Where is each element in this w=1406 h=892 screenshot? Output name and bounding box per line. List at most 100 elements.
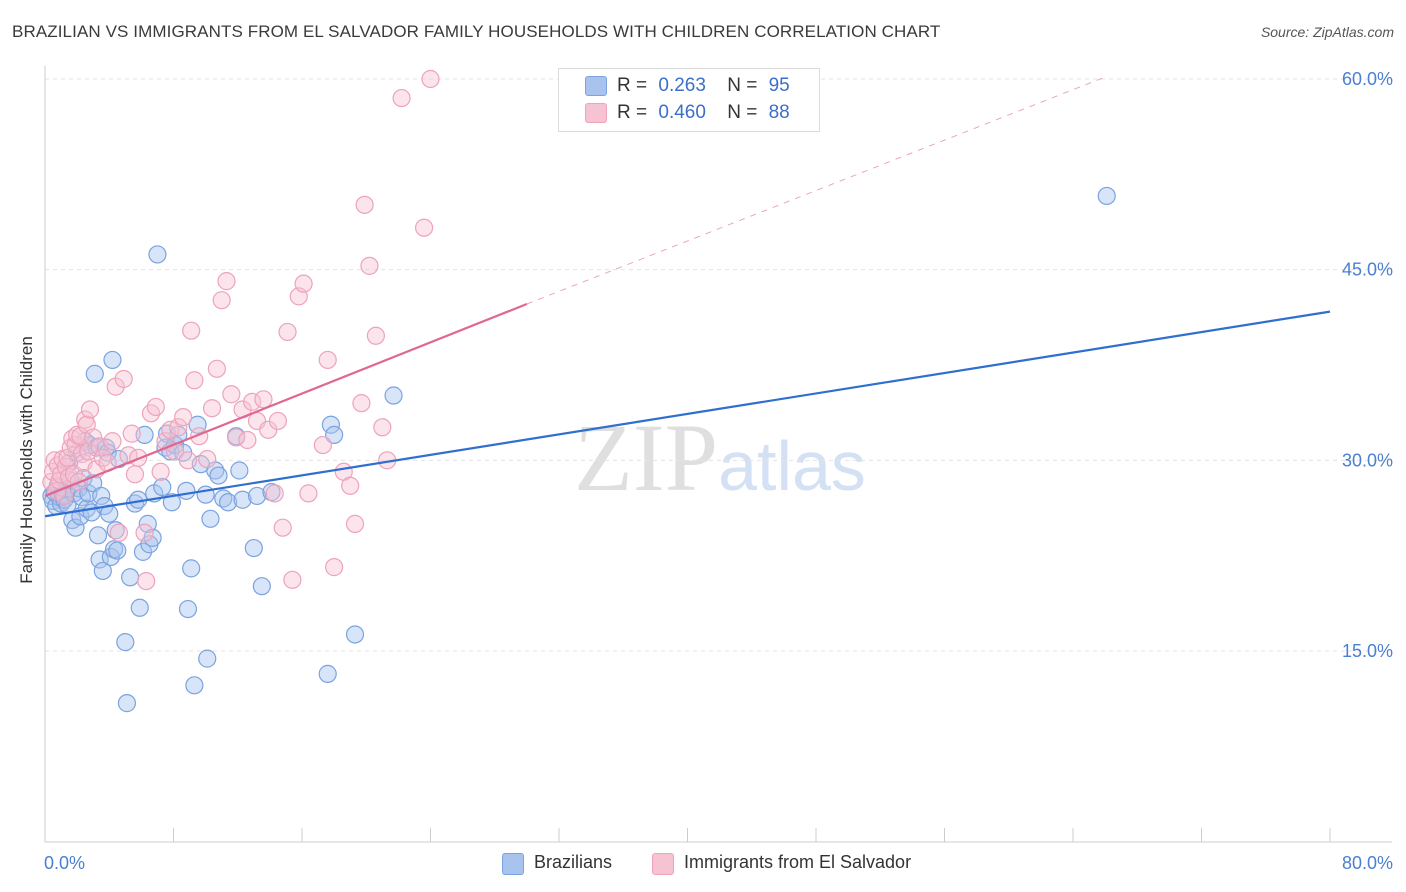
point-brazilians [133, 542, 153, 561]
point-brazilians [93, 561, 112, 581]
point-brazilians [108, 541, 127, 560]
point-brazilians [219, 493, 238, 512]
point-brazilians [148, 245, 167, 264]
point-el-salvador [71, 427, 90, 446]
point-el-salvador [268, 411, 288, 431]
y-tick-label: 45.0% [1342, 260, 1393, 280]
point-brazilians [198, 649, 217, 668]
point-el-salvador [294, 274, 313, 293]
y-tick-label: 60.0% [1342, 69, 1393, 89]
trend-line-brazilians [44, 310, 1331, 518]
point-el-salvador [137, 571, 156, 591]
point-brazilians [153, 477, 172, 497]
watermark-text: ZIPatlas [574, 404, 866, 511]
point-brazilians [230, 461, 249, 480]
legend-n-label: N = [727, 102, 758, 123]
point-el-salvador [299, 484, 318, 503]
point-brazilians [117, 694, 137, 713]
point-el-salvador [182, 321, 201, 340]
point-brazilians [188, 415, 207, 434]
point-el-salvador [174, 408, 193, 427]
point-el-salvador [178, 451, 198, 470]
trend-extension-el-salvador [526, 75, 1107, 305]
point-el-salvador [352, 394, 371, 413]
x-tick-label: 0.0% [44, 853, 85, 873]
legend-n-value: 88 [768, 102, 790, 123]
legend-label-brazilians: Brazilians [534, 852, 613, 872]
point-el-salvador [341, 476, 360, 495]
point-el-salvador [125, 465, 145, 484]
point-el-salvador [185, 371, 204, 390]
point-el-salvador [109, 523, 128, 542]
point-brazilians [116, 633, 135, 652]
point-el-salvador [392, 88, 411, 108]
x-tick-label: 80.0% [1342, 853, 1393, 873]
point-brazilians [162, 493, 181, 512]
point-brazilians [130, 598, 149, 617]
chart-source: Source: ZipAtlas.com [1260, 24, 1394, 40]
legend-stats-el-salvador: R = 0.460 N = 88 [617, 102, 790, 124]
point-brazilians [88, 526, 108, 545]
point-el-salvador [146, 397, 165, 417]
point-el-salvador [273, 518, 292, 537]
point-el-salvador [151, 462, 170, 481]
point-el-salvador [345, 514, 365, 533]
point-el-salvador [414, 218, 434, 237]
point-brazilians [247, 486, 267, 506]
point-brazilians [185, 676, 204, 695]
point-el-salvador [325, 558, 344, 577]
point-brazilians [325, 425, 344, 445]
point-brazilians [90, 550, 109, 569]
trend-line-el-salvador [44, 302, 528, 497]
legend-r-value: 0.460 [658, 102, 706, 123]
point-el-salvador [283, 570, 302, 589]
point-brazilians [103, 350, 122, 370]
point-brazilians [121, 568, 140, 587]
point-el-salvador [169, 418, 188, 437]
point-brazilians [66, 518, 85, 537]
point-brazilians [177, 481, 196, 500]
point-el-salvador [360, 256, 379, 275]
point-el-salvador [366, 326, 385, 345]
legend-label-el-salvador: Immigrants from El Salvador [684, 852, 912, 872]
point-el-salvador [421, 69, 440, 89]
point-el-salvador [80, 400, 100, 419]
y-axis-title: Family Households with Children [17, 336, 36, 584]
legend-swatch-el-salvador [585, 103, 607, 123]
stats-legend: R = 0.263 N = 95 R = 0.460 N = 88 [558, 68, 820, 132]
point-el-salvador [103, 432, 122, 451]
point-brazilians [252, 577, 271, 596]
point-brazilians [85, 364, 104, 383]
point-brazilians [244, 538, 263, 558]
point-el-salvador [318, 350, 337, 370]
point-el-salvador [243, 392, 262, 411]
point-brazilians [384, 386, 403, 405]
point-el-salvador [355, 195, 374, 214]
point-el-salvador [254, 390, 273, 409]
point-el-salvador [265, 484, 284, 503]
point-el-salvador [207, 359, 226, 378]
point-brazilians [182, 559, 201, 578]
y-tick-label: 15.0% [1342, 641, 1393, 661]
point-el-salvador [122, 424, 141, 443]
point-brazilians [209, 466, 228, 485]
legend-r-label: R = [617, 102, 648, 123]
chart-title: BRAZILIAN VS IMMIGRANTS FROM EL SALVADOR… [12, 22, 941, 41]
legend-swatch-brazilians [502, 853, 524, 875]
point-brazilians [178, 599, 198, 619]
point-el-salvador [84, 428, 103, 447]
point-brazilians [135, 425, 154, 445]
legend-stats-brazilians: R = 0.263 N = 95 [617, 75, 790, 97]
point-brazilians [318, 664, 337, 683]
point-brazilians [233, 490, 252, 509]
legend-r-value: 0.263 [658, 75, 706, 96]
point-el-salvador [93, 448, 112, 467]
point-el-salvador [238, 430, 257, 450]
point-el-salvador [217, 272, 236, 291]
y-tick-label: 30.0% [1342, 450, 1393, 470]
point-brazilians [106, 521, 125, 540]
point-el-salvador [222, 385, 241, 404]
point-el-salvador [114, 369, 133, 389]
legend-swatch-brazilians [585, 76, 607, 96]
watermark-atlas: atlas [718, 427, 866, 505]
